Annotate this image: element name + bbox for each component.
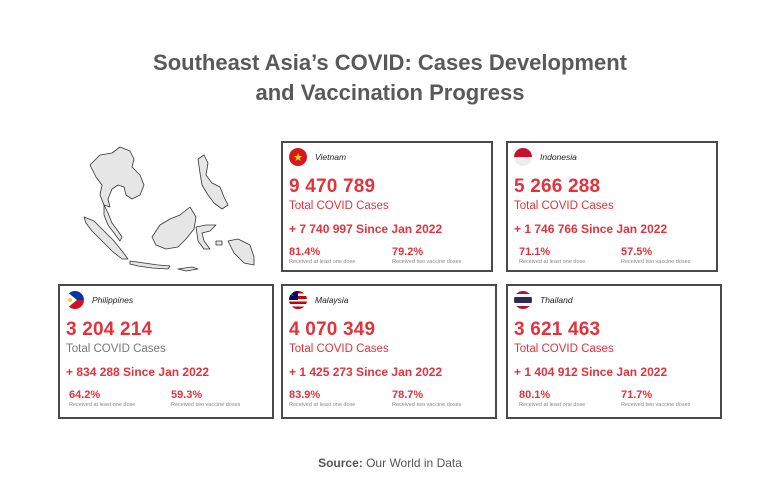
source-value: Our World in Data bbox=[362, 456, 462, 470]
dose1-label: Received at least one dose bbox=[519, 259, 586, 265]
country-name: Thailand bbox=[540, 295, 573, 305]
title-line-2: and Vaccination Progress bbox=[255, 80, 525, 105]
card-header: ★ Vietnam bbox=[289, 148, 346, 166]
dose2-percent: 79.2% bbox=[392, 246, 424, 258]
dose2-stat: 57.5% Received two vaccine doses bbox=[621, 246, 690, 266]
country-card-vietnam: ★ Vietnam 9 470 789 Total COVID Cases + … bbox=[281, 141, 493, 272]
dose2-percent: 71.7% bbox=[621, 389, 653, 401]
vietnam-flag-icon: ★ bbox=[289, 148, 307, 166]
thailand-flag-icon bbox=[514, 291, 532, 309]
card-header: ☾ Malaysia bbox=[289, 291, 349, 309]
country-card-malaysia: ☾ Malaysia 4 070 349 Total COVID Cases +… bbox=[281, 284, 497, 419]
total-cases-label: Total COVID Cases bbox=[66, 343, 166, 355]
country-name: Malaysia bbox=[315, 295, 349, 305]
dose2-stat: 79.2% Received two vaccine doses bbox=[392, 246, 461, 266]
country-name: Philippines bbox=[92, 295, 134, 305]
dose1-label: Received at least one dose bbox=[519, 402, 586, 408]
title-line-1: Southeast Asia’s COVID: Cases Developmen… bbox=[153, 50, 627, 75]
cases-since-2022: + 1 404 912 Since Jan 2022 bbox=[514, 365, 668, 379]
dose2-percent: 57.5% bbox=[621, 246, 653, 258]
dose2-percent: 78.7% bbox=[392, 389, 424, 401]
dose1-percent: 80.1% bbox=[519, 389, 551, 401]
total-cases: 5 266 288 bbox=[514, 176, 601, 197]
total-cases-label: Total COVID Cases bbox=[514, 200, 614, 212]
country-card-indonesia: Indonesia 5 266 288 Total COVID Cases + … bbox=[506, 141, 718, 272]
dose1-stat: 64.2% Received at least one dose bbox=[69, 389, 135, 409]
dose1-label: Received at least one dose bbox=[289, 259, 356, 265]
total-cases: 9 470 789 bbox=[289, 176, 376, 197]
cases-since-2022: + 1 746 766 Since Jan 2022 bbox=[514, 222, 668, 236]
card-header: Indonesia bbox=[514, 148, 577, 166]
dose2-label: Received two vaccine doses bbox=[621, 259, 691, 265]
dose1-stat: 71.1% Received at least one dose bbox=[519, 246, 585, 266]
country-card-thailand: Thailand 3 621 463 Total COVID Cases + 1… bbox=[506, 284, 722, 419]
cases-since-2022: + 834 288 Since Jan 2022 bbox=[66, 365, 210, 379]
dose1-percent: 71.1% bbox=[519, 246, 551, 258]
source-caption: Source: Our World in Data bbox=[0, 456, 780, 470]
dose2-stat: 78.7% Received two vaccine doses bbox=[392, 389, 461, 409]
country-card-philippines: Philippines 3 204 214 Total COVID Cases … bbox=[58, 284, 274, 419]
total-cases: 3 621 463 bbox=[514, 319, 601, 340]
dose2-label: Received two vaccine doses bbox=[392, 259, 462, 265]
indonesia-flag-icon bbox=[514, 148, 532, 166]
total-cases: 3 204 214 bbox=[66, 319, 153, 340]
card-header: Thailand bbox=[514, 291, 573, 309]
dose2-label: Received two vaccine doses bbox=[171, 402, 241, 408]
country-name: Indonesia bbox=[540, 152, 577, 162]
dose1-label: Received at least one dose bbox=[69, 402, 136, 408]
source-label: Source: bbox=[318, 456, 363, 470]
card-header: Philippines bbox=[66, 291, 133, 309]
dose1-label: Received at least one dose bbox=[289, 402, 356, 408]
dose2-label: Received two vaccine doses bbox=[621, 402, 691, 408]
dose1-percent: 83.9% bbox=[289, 389, 321, 401]
malaysia-flag-icon: ☾ bbox=[289, 291, 307, 309]
cases-since-2022: + 1 425 273 Since Jan 2022 bbox=[289, 365, 443, 379]
southeast-asia-map-icon bbox=[83, 146, 255, 272]
dose2-stat: 59.3% Received two vaccine doses bbox=[171, 389, 240, 409]
dose2-label: Received two vaccine doses bbox=[392, 402, 462, 408]
total-cases: 4 070 349 bbox=[289, 319, 376, 340]
total-cases-label: Total COVID Cases bbox=[289, 200, 389, 212]
dose1-stat: 83.9% Received at least one dose bbox=[289, 389, 355, 409]
cases-since-2022: + 7 740 997 Since Jan 2022 bbox=[289, 222, 443, 236]
dose1-percent: 81.4% bbox=[289, 246, 321, 258]
philippines-flag-icon bbox=[66, 291, 84, 309]
total-cases-label: Total COVID Cases bbox=[514, 343, 614, 355]
country-name: Vietnam bbox=[315, 152, 347, 162]
dose1-percent: 64.2% bbox=[69, 389, 101, 401]
dose1-stat: 80.1% Received at least one dose bbox=[519, 389, 585, 409]
dose2-stat: 71.7% Received two vaccine doses bbox=[621, 389, 690, 409]
total-cases-label: Total COVID Cases bbox=[289, 343, 389, 355]
dose2-percent: 59.3% bbox=[171, 389, 203, 401]
dose1-stat: 81.4% Received at least one dose bbox=[289, 246, 355, 266]
page-title: Southeast Asia’s COVID: Cases Developmen… bbox=[0, 48, 780, 108]
